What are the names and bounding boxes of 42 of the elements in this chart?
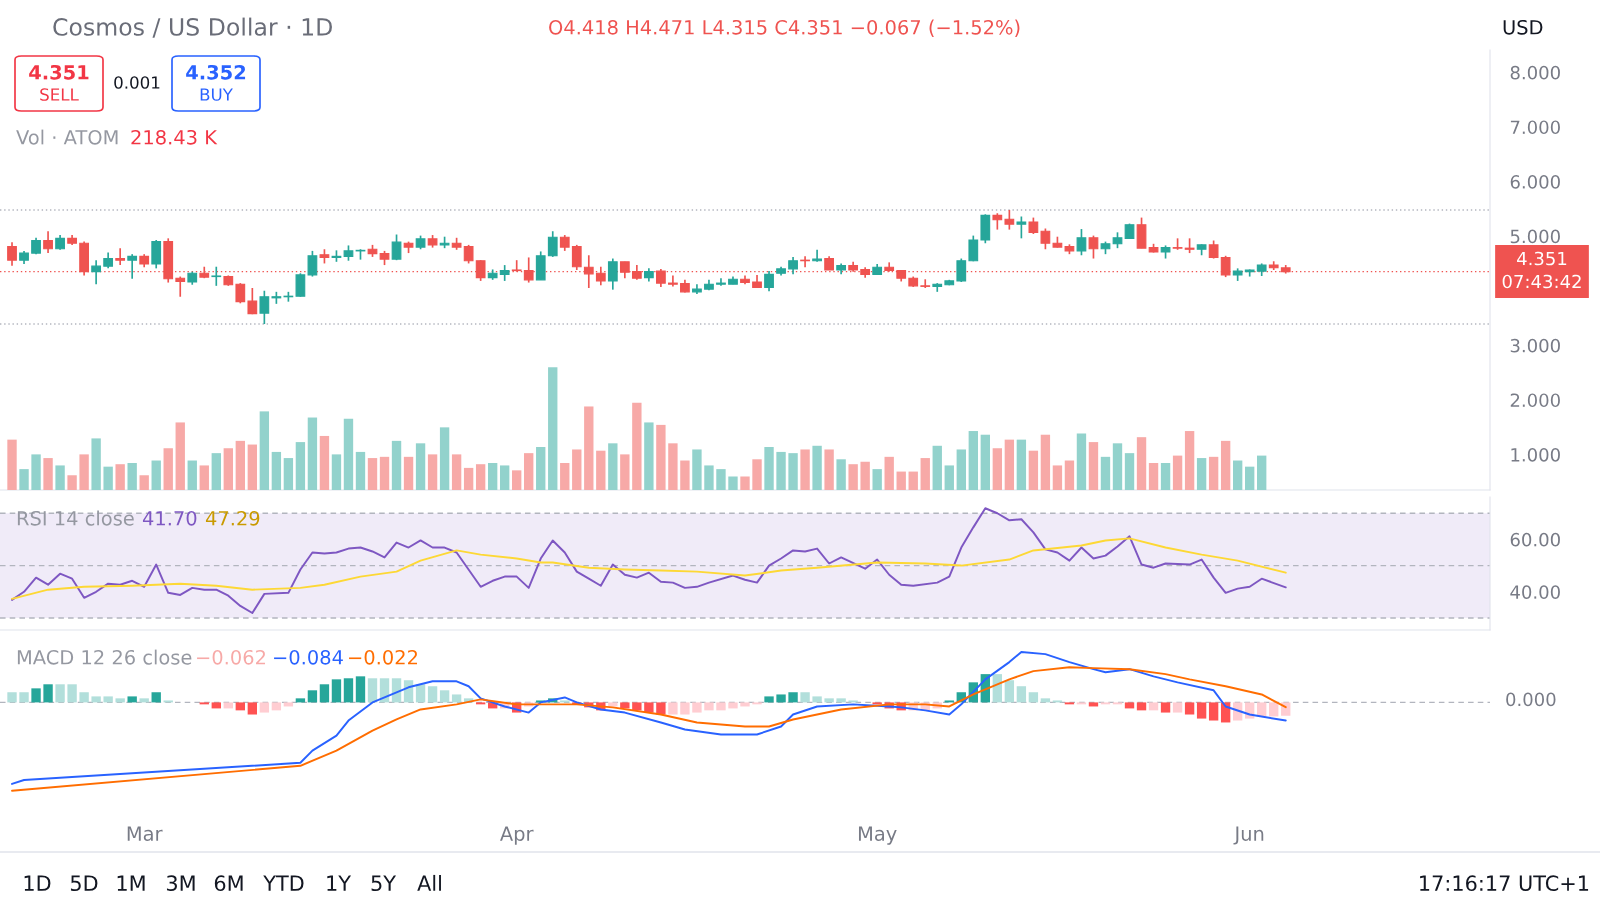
annotation: 47.29 xyxy=(205,510,260,526)
text: 1M xyxy=(117,875,145,891)
text: 5Y xyxy=(371,875,397,892)
text: O4.418 H4.471 L4.315 C4.351 −0.067 (−1.52%) xyxy=(549,19,1020,37)
annotation: 218.43 K xyxy=(131,129,218,145)
y-tick-label: 6.000 xyxy=(1510,175,1560,189)
text: 17:16:17 UTC+1 xyxy=(1420,875,1589,892)
text: 6M xyxy=(214,875,243,892)
y-tick-label: 1.000 xyxy=(1511,447,1560,462)
y-tick-label: 40.00 xyxy=(1510,585,1560,599)
text: RSI 14 close xyxy=(17,510,134,526)
chart-title: Cosmos / US Dollar · 1D xyxy=(53,17,332,38)
text: 0.000 xyxy=(1506,692,1556,707)
y-tick-label: 3.000 xyxy=(1510,338,1560,353)
text: 3M xyxy=(166,875,195,892)
annotation: BUY xyxy=(200,88,233,101)
annotation: −0.062 xyxy=(197,649,266,665)
text: 1D xyxy=(24,875,51,891)
annotation: SELL xyxy=(40,88,79,101)
annotation: −0.022 xyxy=(349,649,418,665)
x-tick-label: Jun xyxy=(1233,826,1264,845)
annotation: 0.001 xyxy=(114,76,160,89)
text: 5D xyxy=(70,875,98,892)
annotation: 41.70 xyxy=(142,510,197,526)
annotation: 4.351 xyxy=(29,64,89,80)
text: YTD xyxy=(263,875,304,891)
x-tick-label: Mar xyxy=(127,826,163,841)
y-tick-label: 8.000 xyxy=(1510,65,1560,80)
x-tick-label: Apr xyxy=(500,826,534,845)
y-tick-label: 7.000 xyxy=(1510,120,1560,135)
text: 1Y xyxy=(327,875,352,891)
y-tick-label: 2.000 xyxy=(1510,393,1560,408)
y-tick-label: 60.00 xyxy=(1510,532,1560,547)
chart-title: MACD 12 26 close xyxy=(17,649,192,665)
annotation: 4.352 xyxy=(186,64,246,80)
x-tick-label: May xyxy=(858,826,897,845)
ref-line-label: 4.351 07:43:42 xyxy=(1502,251,1581,289)
y-tick-label: 5.000 xyxy=(1510,229,1560,244)
text: USD xyxy=(1503,19,1543,35)
text: All xyxy=(417,874,441,891)
annotation: −0.084 xyxy=(274,649,343,665)
annotation: Vol · ATOM xyxy=(16,129,118,145)
